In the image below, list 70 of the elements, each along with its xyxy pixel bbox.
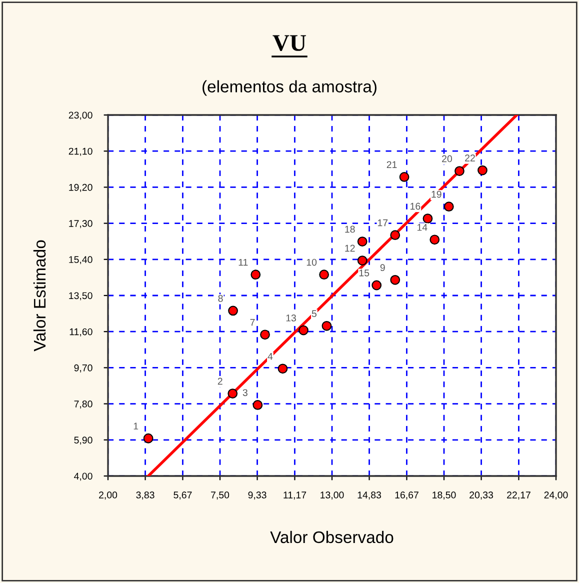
y-tick-label: 19,20 — [69, 184, 92, 192]
annotation: 21 — [386, 161, 397, 168]
annotation: 11 — [238, 258, 248, 266]
y-tick-label: 11,60 — [70, 328, 92, 336]
annotation: 7 — [250, 318, 255, 326]
y-tick-label: 7,80 — [74, 400, 92, 409]
x-tick-label: 3,83 — [136, 492, 154, 500]
point — [478, 165, 488, 176]
point — [430, 234, 440, 245]
y-tick-label: 5,90 — [74, 436, 92, 445]
annotation: 16 — [410, 202, 420, 210]
point — [228, 388, 238, 398]
point — [390, 274, 400, 285]
annotation: 19 — [432, 190, 442, 198]
point — [278, 364, 288, 374]
annotation: 20 — [442, 155, 452, 162]
annotation: 17 — [378, 219, 388, 226]
annotation: 13 — [286, 314, 296, 322]
point — [422, 214, 433, 224]
x-tick-label: 14,83 — [358, 492, 382, 500]
y-tick-label: 21,10 — [68, 148, 92, 156]
x-tick-label: 18,50 — [432, 492, 456, 500]
point — [357, 236, 368, 246]
x-tick-label: 16,67 — [395, 492, 418, 500]
point — [319, 270, 330, 280]
annotation: 3 — [242, 389, 248, 396]
point — [260, 330, 270, 340]
point — [228, 306, 238, 316]
annotation: 1 — [134, 422, 138, 430]
chart-subtitle: (elementos da amostra) — [202, 80, 376, 96]
y-tick-label: 17,30 — [69, 220, 92, 228]
y-tick-label: 13,50 — [69, 292, 92, 300]
annotation: 2 — [218, 378, 222, 385]
point — [298, 325, 308, 336]
annotation: 8 — [218, 294, 223, 302]
chart-title: VU — [272, 35, 306, 52]
point — [454, 166, 464, 176]
x-tick-label: 22,17 — [507, 492, 530, 500]
y-tick-label: 4,00 — [74, 472, 92, 481]
point — [390, 230, 400, 240]
x-tick-label: 11,17 — [284, 492, 306, 500]
annotation: 4 — [268, 353, 273, 360]
point — [143, 433, 154, 444]
annotation: 22 — [465, 154, 475, 162]
annotation: 18 — [345, 226, 355, 233]
x-tick-label: 7,50 — [211, 492, 230, 500]
annotation: 12 — [345, 244, 355, 252]
x-axis-title: Valor Observado — [270, 530, 394, 544]
x-tick-label: 24,00 — [544, 492, 568, 500]
point — [444, 202, 454, 212]
x-tick-label: 5,67 — [174, 492, 192, 500]
point — [372, 280, 382, 290]
point — [322, 320, 332, 331]
point — [399, 172, 410, 182]
x-tick-label: 13,00 — [320, 492, 344, 500]
y-tick-label: 15,40 — [69, 256, 92, 264]
annotation: 15 — [359, 270, 370, 276]
y-tick-label: 23,00 — [68, 112, 92, 120]
y-axis-title: Valor Estimado — [33, 240, 46, 352]
x-tick-label: 2,00 — [99, 492, 118, 500]
y-tick-label: 9,70 — [74, 364, 92, 372]
x-tick-label: 9,33 — [248, 492, 266, 500]
annotation: 5 — [312, 310, 316, 318]
point — [252, 400, 263, 410]
point — [357, 256, 368, 266]
x-tick-label: 20,33 — [470, 492, 494, 500]
annotation: 14 — [417, 224, 428, 231]
point — [250, 270, 261, 280]
annotation: 10 — [306, 258, 317, 266]
annotation: 9 — [380, 264, 385, 272]
